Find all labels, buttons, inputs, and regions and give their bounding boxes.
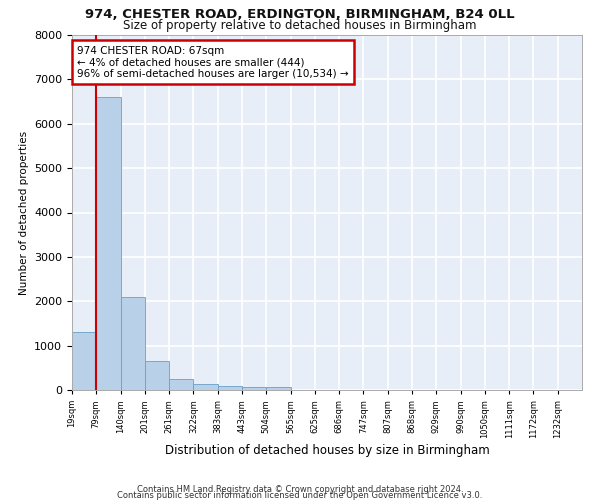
Text: Contains public sector information licensed under the Open Government Licence v3: Contains public sector information licen… xyxy=(118,491,482,500)
Y-axis label: Number of detached properties: Number of detached properties xyxy=(19,130,29,294)
Bar xyxy=(96,97,121,390)
Bar xyxy=(266,388,290,390)
Bar xyxy=(145,361,169,390)
Bar xyxy=(169,379,193,390)
Bar xyxy=(121,297,145,390)
Bar xyxy=(242,387,266,390)
Bar xyxy=(193,384,218,390)
Bar xyxy=(218,386,242,390)
Bar xyxy=(72,332,96,390)
Text: Contains HM Land Registry data © Crown copyright and database right 2024.: Contains HM Land Registry data © Crown c… xyxy=(137,485,463,494)
Text: Size of property relative to detached houses in Birmingham: Size of property relative to detached ho… xyxy=(123,19,477,32)
X-axis label: Distribution of detached houses by size in Birmingham: Distribution of detached houses by size … xyxy=(164,444,490,456)
Text: 974 CHESTER ROAD: 67sqm
← 4% of detached houses are smaller (444)
96% of semi-de: 974 CHESTER ROAD: 67sqm ← 4% of detached… xyxy=(77,46,349,79)
Text: 974, CHESTER ROAD, ERDINGTON, BIRMINGHAM, B24 0LL: 974, CHESTER ROAD, ERDINGTON, BIRMINGHAM… xyxy=(85,8,515,20)
